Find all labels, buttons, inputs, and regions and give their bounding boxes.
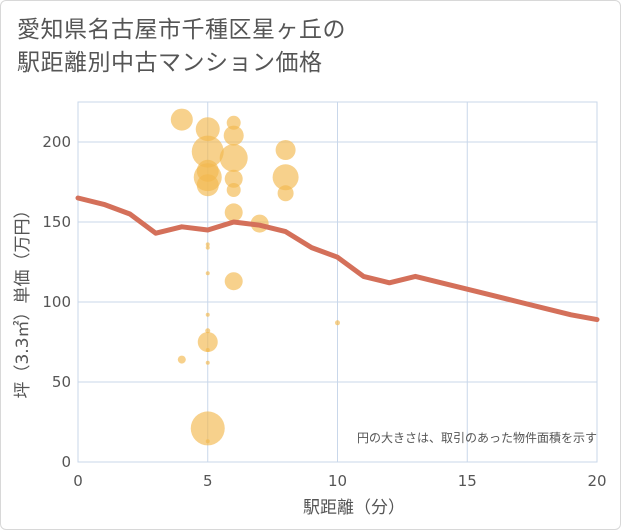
bubble-point-11 xyxy=(197,332,218,352)
y-axis-label: 坪（3.3㎡）単価（万円） xyxy=(13,201,33,398)
y-tick-label-0: 0 xyxy=(61,453,71,471)
x-tick-label-2: 10 xyxy=(328,472,347,490)
bubble-size-note: 円の大きさは、取引のあった物件面積を示す xyxy=(357,430,597,445)
bubble-point-25 xyxy=(275,140,296,160)
bubble-point-27 xyxy=(277,185,294,202)
x-tick-label-1: 5 xyxy=(203,472,213,490)
chart-title-line-1: 愛知県名古屋市千種区星ヶ丘の xyxy=(17,17,346,43)
y-tick-label-4: 200 xyxy=(42,133,71,151)
chart-title: 愛知県名古屋市千種区星ヶ丘の 駅距離別中古マンション価格 xyxy=(17,14,346,80)
bubble-point-21 xyxy=(226,183,241,197)
chart-title-line-2: 駅距離別中古マンション価格 xyxy=(17,50,323,76)
bubble-point-8 xyxy=(205,271,210,276)
bubble-point-22 xyxy=(224,203,243,222)
bubble-point-28 xyxy=(335,320,340,326)
bubble-point-16 xyxy=(177,355,186,364)
bubble-point-1 xyxy=(195,117,220,142)
x-tick-label-3: 15 xyxy=(458,472,477,490)
bubble-point-10 xyxy=(205,328,211,334)
bubble-point-6 xyxy=(205,242,210,247)
x-tick-label-0: 0 xyxy=(73,472,83,490)
y-tick-labels: 0 50 100 150 200 xyxy=(42,133,71,471)
y-tick-label-3: 150 xyxy=(42,213,71,231)
bubble-point-19 xyxy=(219,144,248,172)
bubble-point-9 xyxy=(205,312,210,317)
bubble-series xyxy=(170,108,340,446)
bubble-point-5 xyxy=(196,174,219,197)
y-tick-label-1: 50 xyxy=(52,373,71,391)
bubble-point-0 xyxy=(170,108,193,131)
bubble-point-20 xyxy=(224,169,243,188)
x-tick-labels: 0 5 10 15 20 xyxy=(73,472,606,490)
x-axis-label: 駅距離（分） xyxy=(303,498,405,518)
trend-line xyxy=(75,195,600,323)
bubble-point-14 xyxy=(190,411,225,446)
bubble-point-7 xyxy=(205,245,210,250)
x-tick-label-4: 20 xyxy=(587,472,606,490)
grid-lines xyxy=(77,102,598,463)
y-tick-label-2: 100 xyxy=(42,293,71,311)
bubble-point-23 xyxy=(224,272,243,291)
bubble-point-2 xyxy=(191,135,224,168)
bubble-point-13 xyxy=(205,360,210,365)
bubble-point-26 xyxy=(272,164,299,191)
plot-area xyxy=(77,101,598,463)
bubble-point-18 xyxy=(223,125,244,146)
bubble-point-15 xyxy=(205,439,210,444)
bubble-point-12 xyxy=(205,348,210,352)
